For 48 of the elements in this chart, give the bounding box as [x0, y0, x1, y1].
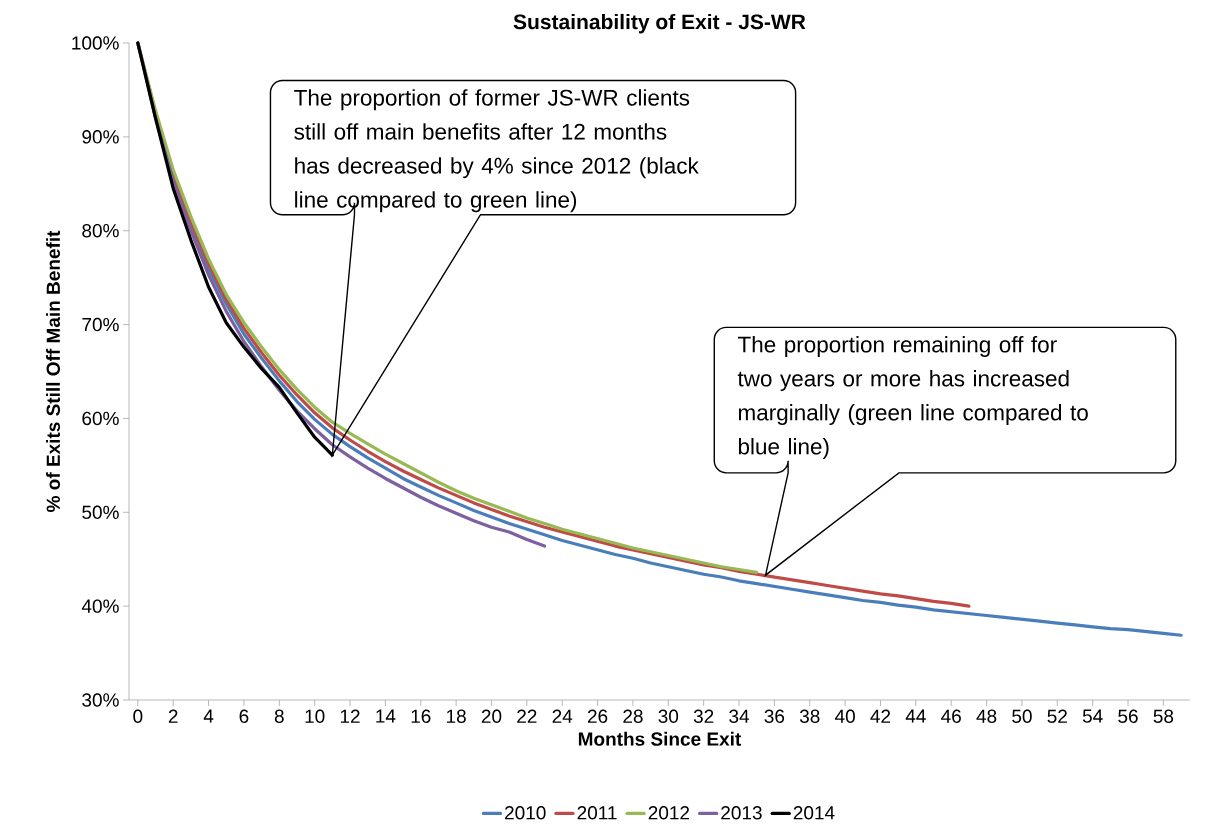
chart-title: Sustainability of Exit - JS-WR: [513, 13, 806, 34]
x-tick-label: 40: [835, 709, 855, 724]
x-tick-label: 6: [239, 709, 249, 724]
x-tick-label: 50: [1012, 709, 1032, 724]
x-tick-label: 44: [905, 709, 926, 723]
x-tick-label: 42: [870, 709, 891, 723]
x-tick-label: 46: [941, 709, 961, 724]
x-tick-label: 2: [168, 709, 178, 723]
x-tick-label: 22: [517, 709, 537, 723]
legend-label: 2013: [721, 806, 762, 820]
y-tick-label: 60%: [82, 411, 119, 426]
y-tick-label: 100%: [72, 36, 119, 50]
y-tick-label: 80%: [82, 224, 119, 238]
legend-label: 2011: [577, 806, 617, 820]
y-tick-label: 50%: [82, 505, 119, 520]
x-tick-label: 54: [1082, 709, 1103, 723]
annotation: The proportion remaining off for two years or more has increased marginally (green line compared to blue line): [737, 336, 1088, 460]
x-tick-label: 8: [274, 709, 284, 724]
x-tick-label: 18: [446, 709, 466, 724]
x-axis-title: Months Since Exit: [578, 731, 742, 746]
y-tick-label: 90%: [82, 130, 119, 144]
y-axis-title: % of Exits Still Off Main Benefit: [46, 230, 61, 513]
x-tick-label: 12: [340, 709, 360, 723]
x-tick-label: 30: [658, 709, 679, 724]
y-tick-label: 70%: [82, 317, 119, 332]
x-tick-label: 4: [203, 709, 214, 723]
x-tick-label: 32: [693, 709, 714, 724]
x-tick-label: 52: [1047, 709, 1067, 724]
x-tick-label: 14: [376, 709, 396, 723]
x-tick-label: 10: [305, 709, 325, 724]
x-tick-label: 20: [481, 709, 502, 724]
x-tick-label: 36: [764, 709, 785, 724]
x-tick-label: 28: [623, 709, 643, 724]
x-tick-label: 48: [976, 709, 997, 724]
x-tick-label: 56: [1118, 709, 1138, 724]
x-tick-label: 0: [133, 709, 143, 724]
y-tick-label: 40%: [81, 599, 119, 613]
legend-label: 2014: [793, 806, 835, 820]
x-tick-label: 24: [552, 709, 573, 723]
y-tick-label: 30%: [82, 693, 119, 707]
annotation: The proportion of former JS-WR clients still off main benefits after 12 months has decreased by 4% since 2012 (black line compared to green line): [294, 89, 699, 213]
x-tick-label: 58: [1153, 709, 1174, 724]
legend-label: 2010: [505, 806, 546, 820]
x-tick-label: 16: [411, 709, 431, 724]
x-tick-label: 38: [799, 709, 820, 724]
x-tick-label: 34: [729, 709, 750, 724]
x-tick-label: 26: [587, 709, 608, 724]
legend-label: 2012: [648, 806, 690, 820]
